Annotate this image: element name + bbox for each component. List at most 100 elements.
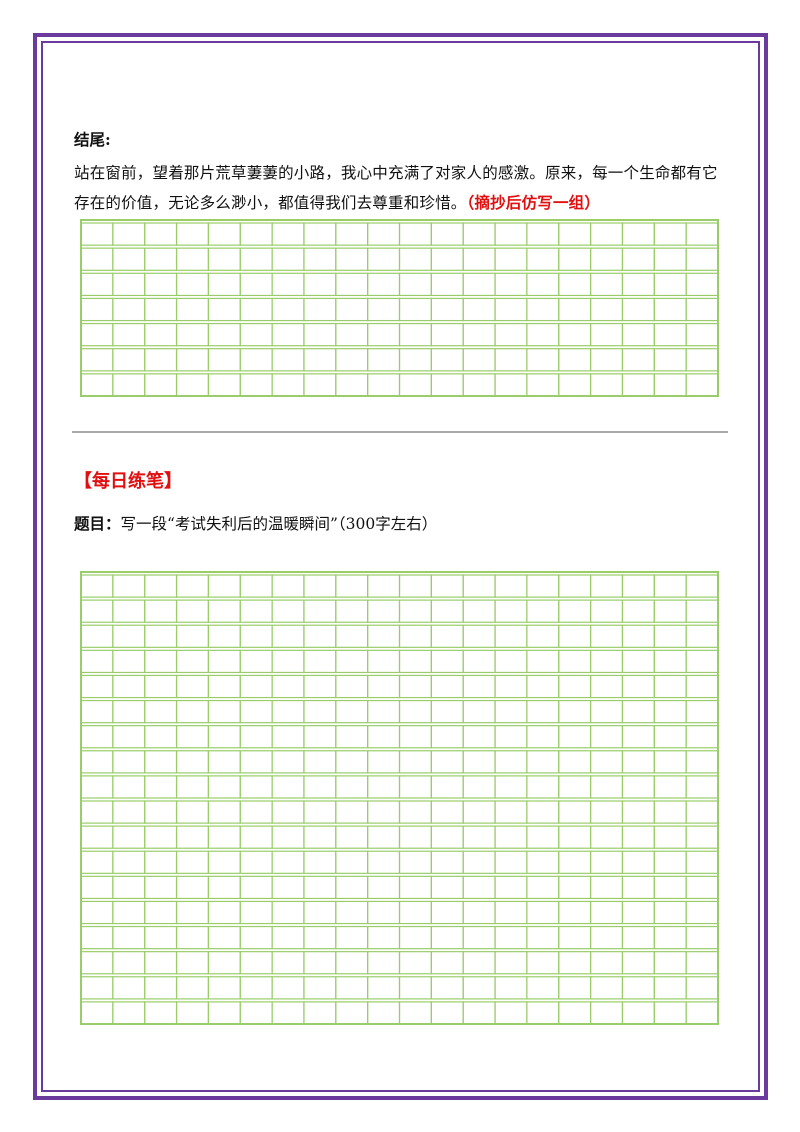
grid-cell bbox=[239, 272, 273, 297]
grid-cell bbox=[112, 649, 146, 674]
grid-cell bbox=[271, 951, 305, 975]
grid-cell bbox=[526, 775, 560, 799]
grid-cell bbox=[558, 900, 592, 925]
grid-cell bbox=[80, 297, 114, 322]
grid-cell bbox=[175, 1001, 210, 1025]
grid-cell bbox=[335, 599, 369, 623]
grid-cell bbox=[494, 775, 528, 799]
grid-cell bbox=[494, 725, 528, 749]
grid-cell bbox=[239, 699, 273, 724]
grid-cell bbox=[494, 951, 528, 975]
grid-cell bbox=[144, 674, 178, 699]
grid-cell bbox=[80, 725, 114, 749]
grid-cell bbox=[80, 850, 114, 874]
grid-cell bbox=[398, 272, 432, 297]
grid-cell bbox=[589, 699, 624, 724]
grid-cell bbox=[685, 599, 719, 623]
grid-cell bbox=[271, 272, 305, 297]
grid-cell bbox=[526, 925, 560, 950]
grid-cell bbox=[239, 222, 273, 246]
grid-cell bbox=[653, 976, 687, 1000]
grid-cell bbox=[558, 775, 592, 799]
grid-cell bbox=[589, 951, 624, 975]
grid-cell bbox=[144, 1001, 178, 1025]
topic-label: 题目： bbox=[74, 514, 121, 533]
grid-cell bbox=[653, 222, 687, 246]
grid-cell bbox=[335, 222, 369, 246]
grid-cell bbox=[207, 297, 241, 322]
grid-cell bbox=[175, 348, 210, 372]
grid-cell bbox=[112, 599, 146, 623]
grid-cell bbox=[239, 247, 273, 271]
grid-cell bbox=[653, 247, 687, 271]
grid-cell bbox=[112, 951, 146, 975]
grid-cell bbox=[271, 850, 305, 874]
grid-cell bbox=[239, 750, 273, 774]
grid-cell bbox=[112, 725, 146, 749]
grid-cell bbox=[430, 951, 464, 975]
grid-cell bbox=[589, 222, 624, 246]
grid-cell bbox=[144, 322, 178, 347]
grid-cell bbox=[526, 599, 560, 623]
grid-cell bbox=[207, 750, 241, 774]
grid-cell bbox=[271, 297, 305, 322]
grid-cell bbox=[653, 297, 687, 322]
grid-cell bbox=[526, 674, 560, 699]
grid-cell bbox=[558, 750, 592, 774]
grid-cell bbox=[653, 348, 687, 372]
grid-cell bbox=[398, 976, 432, 1000]
grid-cell bbox=[239, 574, 273, 598]
grid-cell bbox=[335, 649, 369, 674]
grid-cell bbox=[207, 951, 241, 975]
grid-cell bbox=[335, 297, 369, 322]
grid-cell bbox=[494, 699, 528, 724]
grid-cell bbox=[303, 900, 337, 925]
grid-cell bbox=[653, 951, 687, 975]
grid-cell bbox=[175, 649, 210, 674]
grid-cell bbox=[494, 674, 528, 699]
grid-cell bbox=[144, 725, 178, 749]
grid-cell bbox=[144, 875, 178, 900]
grid-cell bbox=[335, 574, 369, 598]
grid-cell bbox=[653, 574, 687, 598]
grid-cell bbox=[526, 624, 560, 648]
grid-cell bbox=[494, 222, 528, 246]
grid-cell bbox=[175, 800, 210, 824]
grid-cell bbox=[271, 247, 305, 271]
grid-cell bbox=[398, 951, 432, 975]
grid-cell bbox=[80, 222, 114, 246]
grid-cell bbox=[621, 875, 655, 900]
grid-cell bbox=[112, 247, 146, 271]
grid-cell bbox=[335, 750, 369, 774]
grid-cell bbox=[112, 624, 146, 648]
grid-cell bbox=[144, 925, 178, 950]
grid-cell bbox=[398, 875, 432, 900]
grid-cell bbox=[303, 699, 337, 724]
grid-cell bbox=[462, 373, 496, 397]
grid-cell bbox=[430, 297, 464, 322]
grid-cell bbox=[462, 875, 496, 900]
grid-cell bbox=[494, 900, 528, 925]
grid-cell bbox=[430, 800, 464, 824]
grid-cell bbox=[462, 674, 496, 699]
topic: 题目：写一段“考试失利后的温暖瞬间”（300字左右） bbox=[74, 512, 437, 534]
grid-cell bbox=[621, 775, 655, 799]
grid-cell bbox=[367, 750, 401, 774]
grid-cell bbox=[653, 800, 687, 824]
grid-cell bbox=[367, 875, 401, 900]
grid-cell bbox=[398, 900, 432, 925]
grid-cell bbox=[175, 976, 210, 1000]
grid-cell bbox=[80, 649, 114, 674]
grid-cell bbox=[558, 373, 592, 397]
grid-cell bbox=[398, 222, 432, 246]
grid-cell bbox=[494, 272, 528, 297]
grid-cell bbox=[685, 775, 719, 799]
grid-cell bbox=[621, 825, 655, 849]
grid-cell bbox=[430, 1001, 464, 1025]
grid-cell bbox=[175, 850, 210, 874]
grid-cell bbox=[398, 775, 432, 799]
grid-cell bbox=[653, 599, 687, 623]
grid-cell bbox=[589, 297, 624, 322]
